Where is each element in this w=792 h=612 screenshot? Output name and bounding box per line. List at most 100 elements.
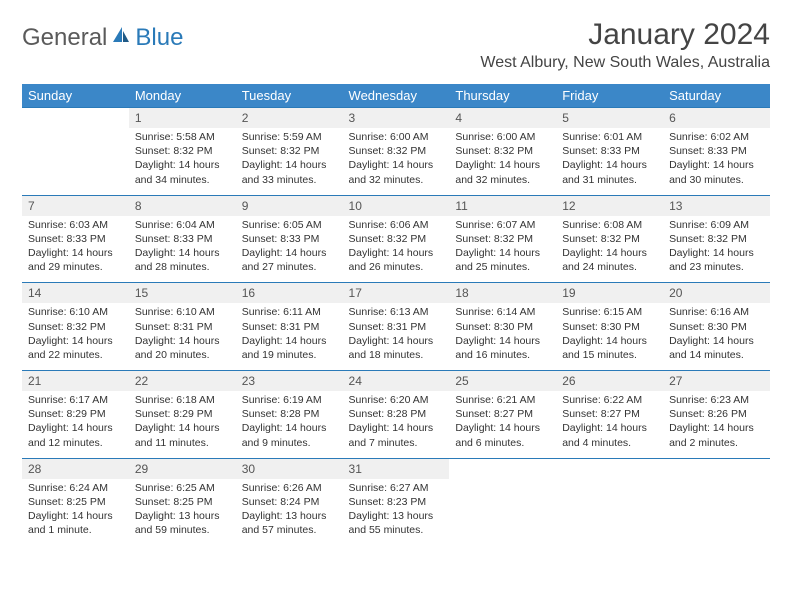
content-row: Sunrise: 6:24 AMSunset: 8:25 PMDaylight:… — [22, 479, 770, 546]
sunrise-text: Sunrise: 6:01 AM — [562, 130, 657, 144]
daylight-text: Daylight: 13 hours and 57 minutes. — [242, 509, 337, 537]
sunrise-text: Sunrise: 6:00 AM — [349, 130, 444, 144]
day-number: 28 — [22, 458, 129, 479]
day-number: 18 — [449, 283, 556, 304]
sunset-text: Sunset: 8:28 PM — [242, 407, 337, 421]
sunset-text: Sunset: 8:32 PM — [349, 232, 444, 246]
day-cell: Sunrise: 6:16 AMSunset: 8:30 PMDaylight:… — [663, 303, 770, 370]
sunset-text: Sunset: 8:31 PM — [242, 320, 337, 334]
day-cell: Sunrise: 6:18 AMSunset: 8:29 PMDaylight:… — [129, 391, 236, 458]
day-number: 25 — [449, 371, 556, 392]
daylight-text: Daylight: 14 hours and 30 minutes. — [669, 158, 764, 186]
day-cell: Sunrise: 6:13 AMSunset: 8:31 PMDaylight:… — [343, 303, 450, 370]
sunrise-text: Sunrise: 6:27 AM — [349, 481, 444, 495]
content-row: Sunrise: 6:10 AMSunset: 8:32 PMDaylight:… — [22, 303, 770, 370]
sunset-text: Sunset: 8:32 PM — [455, 144, 550, 158]
sunrise-text: Sunrise: 6:06 AM — [349, 218, 444, 232]
brand-part1: General — [22, 24, 107, 52]
sunset-text: Sunset: 8:31 PM — [349, 320, 444, 334]
sunset-text: Sunset: 8:27 PM — [562, 407, 657, 421]
day-cell: Sunrise: 6:00 AMSunset: 8:32 PMDaylight:… — [343, 128, 450, 195]
content-row: Sunrise: 6:17 AMSunset: 8:29 PMDaylight:… — [22, 391, 770, 458]
sunrise-text: Sunrise: 6:22 AM — [562, 393, 657, 407]
sunset-text: Sunset: 8:29 PM — [28, 407, 123, 421]
day-cell: Sunrise: 6:02 AMSunset: 8:33 PMDaylight:… — [663, 128, 770, 195]
sunrise-text: Sunrise: 6:02 AM — [669, 130, 764, 144]
day-cell: Sunrise: 5:59 AMSunset: 8:32 PMDaylight:… — [236, 128, 343, 195]
sunset-text: Sunset: 8:32 PM — [669, 232, 764, 246]
daylight-text: Daylight: 14 hours and 34 minutes. — [135, 158, 230, 186]
sunset-text: Sunset: 8:30 PM — [455, 320, 550, 334]
sunrise-text: Sunrise: 5:58 AM — [135, 130, 230, 144]
daylight-text: Daylight: 14 hours and 24 minutes. — [562, 246, 657, 274]
day-number: 4 — [449, 108, 556, 129]
sunset-text: Sunset: 8:24 PM — [242, 495, 337, 509]
sunset-text: Sunset: 8:29 PM — [135, 407, 230, 421]
day-cell: Sunrise: 6:24 AMSunset: 8:25 PMDaylight:… — [22, 479, 129, 546]
day-cell: Sunrise: 6:09 AMSunset: 8:32 PMDaylight:… — [663, 216, 770, 283]
sunset-text: Sunset: 8:32 PM — [349, 144, 444, 158]
col-saturday: Saturday — [663, 84, 770, 108]
sunset-text: Sunset: 8:23 PM — [349, 495, 444, 509]
sunset-text: Sunset: 8:31 PM — [135, 320, 230, 334]
daylight-text: Daylight: 14 hours and 16 minutes. — [455, 334, 550, 362]
day-number: 23 — [236, 371, 343, 392]
sunset-text: Sunset: 8:27 PM — [455, 407, 550, 421]
day-number: 2 — [236, 108, 343, 129]
daylight-text: Daylight: 14 hours and 9 minutes. — [242, 421, 337, 449]
day-cell: Sunrise: 6:01 AMSunset: 8:33 PMDaylight:… — [556, 128, 663, 195]
location: West Albury, New South Wales, Australia — [480, 54, 770, 72]
sunrise-text: Sunrise: 6:19 AM — [242, 393, 337, 407]
day-number: 26 — [556, 371, 663, 392]
daylight-text: Daylight: 14 hours and 33 minutes. — [242, 158, 337, 186]
sunrise-text: Sunrise: 6:23 AM — [669, 393, 764, 407]
sunrise-text: Sunrise: 6:24 AM — [28, 481, 123, 495]
day-number: 11 — [449, 195, 556, 216]
day-cell: Sunrise: 6:05 AMSunset: 8:33 PMDaylight:… — [236, 216, 343, 283]
day-cell: Sunrise: 6:17 AMSunset: 8:29 PMDaylight:… — [22, 391, 129, 458]
day-cell: Sunrise: 6:04 AMSunset: 8:33 PMDaylight:… — [129, 216, 236, 283]
day-cell: Sunrise: 6:00 AMSunset: 8:32 PMDaylight:… — [449, 128, 556, 195]
sunrise-text: Sunrise: 6:08 AM — [562, 218, 657, 232]
sunrise-text: Sunrise: 6:26 AM — [242, 481, 337, 495]
sunrise-text: Sunrise: 6:20 AM — [349, 393, 444, 407]
sunrise-text: Sunrise: 6:07 AM — [455, 218, 550, 232]
col-wednesday: Wednesday — [343, 84, 450, 108]
brand-logo: General Blue — [22, 24, 183, 52]
day-cell: Sunrise: 6:27 AMSunset: 8:23 PMDaylight:… — [343, 479, 450, 546]
day-cell-empty — [449, 479, 556, 546]
sunset-text: Sunset: 8:33 PM — [135, 232, 230, 246]
day-number: 22 — [129, 371, 236, 392]
daylight-text: Daylight: 14 hours and 22 minutes. — [28, 334, 123, 362]
sunrise-text: Sunrise: 6:04 AM — [135, 218, 230, 232]
day-number: 10 — [343, 195, 450, 216]
day-cell: Sunrise: 6:26 AMSunset: 8:24 PMDaylight:… — [236, 479, 343, 546]
day-number: 8 — [129, 195, 236, 216]
day-cell-empty — [663, 479, 770, 546]
daylight-text: Daylight: 14 hours and 6 minutes. — [455, 421, 550, 449]
day-number: 7 — [22, 195, 129, 216]
sunrise-text: Sunrise: 6:11 AM — [242, 305, 337, 319]
day-number: 24 — [343, 371, 450, 392]
day-number: 29 — [129, 458, 236, 479]
sunrise-text: Sunrise: 6:13 AM — [349, 305, 444, 319]
daylight-text: Daylight: 13 hours and 55 minutes. — [349, 509, 444, 537]
sunset-text: Sunset: 8:32 PM — [455, 232, 550, 246]
daynum-row: 78910111213 — [22, 195, 770, 216]
sunrise-text: Sunrise: 6:16 AM — [669, 305, 764, 319]
sunrise-text: Sunrise: 6:10 AM — [28, 305, 123, 319]
day-number: 17 — [343, 283, 450, 304]
day-number-empty — [22, 108, 129, 129]
daylight-text: Daylight: 14 hours and 14 minutes. — [669, 334, 764, 362]
sunset-text: Sunset: 8:32 PM — [242, 144, 337, 158]
sunrise-text: Sunrise: 6:14 AM — [455, 305, 550, 319]
daylight-text: Daylight: 14 hours and 15 minutes. — [562, 334, 657, 362]
day-cell: Sunrise: 6:23 AMSunset: 8:26 PMDaylight:… — [663, 391, 770, 458]
day-number: 14 — [22, 283, 129, 304]
day-number: 20 — [663, 283, 770, 304]
sunset-text: Sunset: 8:30 PM — [562, 320, 657, 334]
sunset-text: Sunset: 8:33 PM — [562, 144, 657, 158]
daylight-text: Daylight: 14 hours and 4 minutes. — [562, 421, 657, 449]
day-number: 3 — [343, 108, 450, 129]
sunrise-text: Sunrise: 6:18 AM — [135, 393, 230, 407]
